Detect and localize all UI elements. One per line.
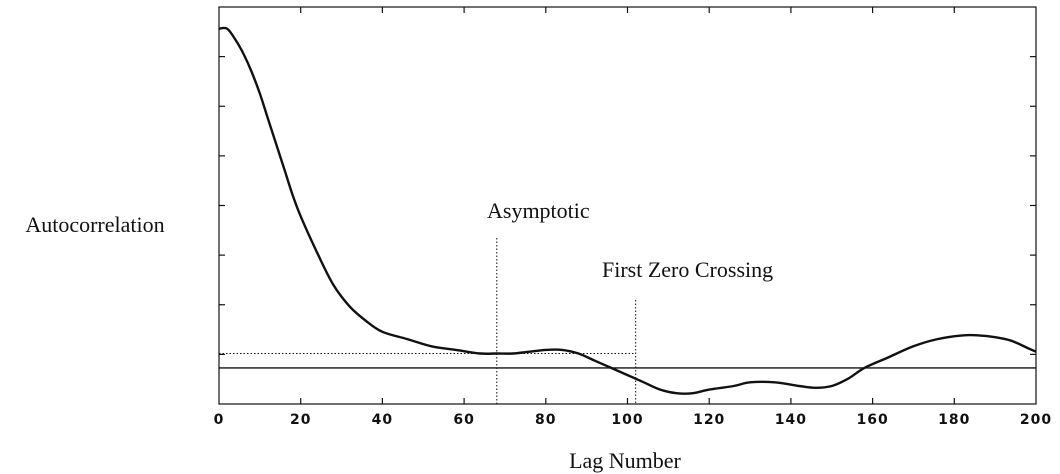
series-layer: [218, 26, 1037, 395]
x-tick-label: 60: [453, 412, 474, 428]
x-tick-label: 120: [693, 412, 725, 428]
x-tick-label: 100: [611, 412, 643, 428]
x-tick-label: 80: [535, 412, 556, 428]
labels: Autocorrelation Lag Number Asymptotic Fi…: [25, 198, 773, 473]
x-tick-label: 40: [372, 412, 393, 428]
x-tick-label: 20: [290, 412, 311, 428]
first-zero-crossing-annotation: First Zero Crossing: [602, 257, 773, 282]
axis-ticks: 0 20 40 60 80 100 120 140 160 180 200: [214, 7, 1052, 428]
x-tick-label: 0: [214, 412, 225, 428]
autocorrelation-series-line-0: [218, 26, 1037, 395]
x-tick-label: 140: [775, 412, 807, 428]
plot-frame: [218, 6, 1037, 405]
x-tick-label: 160: [856, 412, 888, 428]
x-axis-label: Lag Number: [569, 448, 681, 473]
plot-area: [218, 6, 1037, 405]
x-tick-label: 200: [1020, 412, 1052, 428]
reference-lines: [219, 238, 1036, 404]
y-axis-label: Autocorrelation: [25, 212, 164, 237]
x-tick-label: 180: [938, 412, 970, 428]
asymptotic-annotation: Asymptotic: [487, 198, 590, 223]
